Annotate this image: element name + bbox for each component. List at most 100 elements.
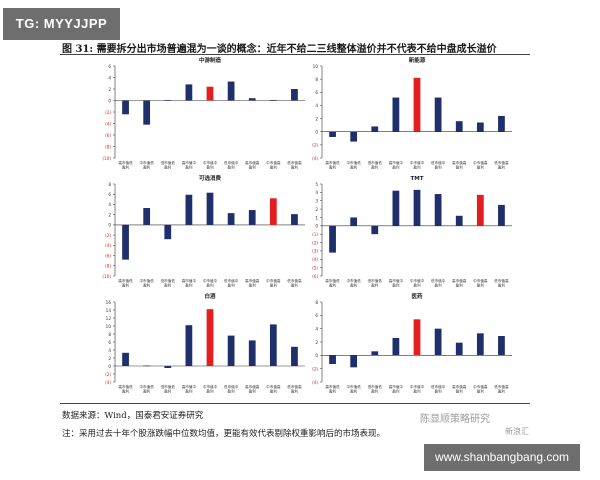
x-tick-label: 中市值高盈利 (473, 278, 488, 288)
y-tick-label: 6 (108, 64, 111, 69)
y-tick-label: (6) (105, 253, 111, 258)
bar (455, 215, 463, 226)
bar (434, 328, 442, 356)
y-tick-label: 4 (108, 348, 111, 353)
y-tick-label: (2) (105, 372, 111, 377)
bar (413, 77, 421, 132)
x-tick-label: 低市值高盈利 (287, 160, 302, 170)
website-badge[interactable]: www.shanbangbang.com (424, 444, 580, 471)
bar (329, 355, 336, 364)
x-tick-label: 低市值中盈利 (224, 278, 239, 288)
y-tick-label: 0 (108, 223, 111, 228)
y-tick-label: 0 (315, 353, 318, 358)
bar (122, 352, 129, 366)
x-tick-label: 中市值高盈利 (473, 160, 488, 170)
bar (476, 194, 484, 226)
x-tick-label: 低市值高盈利 (494, 160, 509, 170)
bar (434, 194, 442, 226)
x-tick-label: 中市值中盈利 (410, 160, 425, 170)
y-tick-label: 2 (315, 116, 318, 121)
y-tick-label: (2) (105, 233, 111, 238)
bar (185, 194, 193, 225)
bar (498, 115, 505, 132)
bar (164, 99, 172, 101)
bar (185, 84, 193, 101)
bar (350, 217, 358, 226)
x-tick-label: 中市值中盈利 (410, 278, 425, 288)
y-tick-label: 12 (106, 316, 112, 321)
x-tick-label: 中市值中盈利 (203, 384, 218, 394)
y-tick-label: (8) (105, 264, 111, 269)
bar (350, 355, 358, 368)
x-tick-label: 高市值低盈利 (325, 278, 340, 288)
y-tick-label: 16 (106, 300, 112, 305)
bar (291, 346, 298, 366)
bar (185, 325, 193, 366)
y-tick-label: (4) (312, 380, 318, 385)
x-tick-label: 高市值低盈利 (118, 278, 133, 288)
y-tick-label: (4) (312, 156, 318, 161)
footnote: 注：采用过去十年个股涨跌幅中位数均值，更能有效代表剔除权重影响后的市场表现。 (62, 429, 386, 439)
watermark-text: 陈显顺策略研究 (420, 414, 490, 425)
bar (269, 324, 277, 366)
y-tick-label: 2 (315, 340, 318, 345)
x-tick-label: 中市值低盈利 (139, 278, 154, 288)
y-tick-label: 4 (108, 75, 111, 80)
y-tick-label: 8 (315, 300, 318, 305)
bar (164, 224, 172, 240)
watermark-subtext: 新浪汇 (505, 427, 529, 436)
bar (329, 225, 336, 253)
x-tick-label: 中市值低盈利 (139, 160, 154, 170)
x-tick-label: 中市值高盈利 (266, 160, 281, 170)
chart-title: TMT (411, 176, 424, 182)
source-note: 数据来源：Wind，国泰君安证券研究 (62, 411, 204, 421)
y-tick-label: (4) (312, 257, 318, 262)
bar (227, 81, 235, 101)
bar (371, 225, 379, 235)
y-tick-label: (10) (102, 156, 111, 161)
y-tick-label: 0 (108, 364, 111, 369)
x-tick-label: 高市值低盈利 (325, 384, 340, 394)
x-tick-label: 中市值中盈利 (203, 160, 218, 170)
bar (227, 335, 235, 366)
bar (291, 89, 298, 101)
y-tick-label: 10 (106, 324, 112, 329)
x-tick-label: 高市值高盈利 (452, 160, 467, 170)
y-tick-label: 1 (315, 215, 318, 220)
bar (371, 126, 379, 132)
y-tick-label: 2 (108, 212, 111, 217)
figure-title: 图 31: 需要拆分出市场普遍混为一谈的概念：近年不给二三线整体溢价并不代表不给… (62, 44, 497, 55)
bar (455, 121, 463, 132)
bar (206, 192, 214, 225)
y-tick-label: 6 (108, 340, 111, 345)
bar (413, 319, 421, 356)
y-tick-label: (10) (102, 274, 111, 279)
y-tick-label: 0 (315, 224, 318, 229)
bar (248, 340, 256, 366)
y-tick-label: 8 (108, 332, 111, 337)
chart-title: 中游制造 (199, 56, 222, 64)
bar (143, 100, 151, 125)
x-tick-label: 高市值高盈利 (452, 278, 467, 288)
channel-badge: TG: MYYJJPP (3, 8, 120, 40)
x-tick-label: 中市值低盈利 (346, 384, 361, 394)
chart-title: 白酒 (204, 292, 216, 300)
x-tick-label: 高市值高盈利 (245, 160, 260, 170)
x-tick-label: 低市值低盈利 (368, 160, 383, 170)
x-tick-label: 中市值高盈利 (266, 278, 281, 288)
y-tick-label: 8 (108, 182, 111, 187)
title-rule (60, 54, 530, 55)
x-tick-label: 高市值中盈利 (389, 160, 404, 170)
x-tick-label: 高市值中盈利 (389, 384, 404, 394)
x-tick-label: 高市值高盈利 (452, 384, 467, 394)
y-tick-label: 4 (315, 103, 318, 108)
y-tick-label: 2 (108, 87, 111, 92)
y-tick-label: (8) (105, 144, 111, 149)
y-tick-label: (2) (312, 143, 318, 148)
x-tick-label: 低市值低盈利 (161, 160, 176, 170)
y-tick-label: (4) (105, 243, 111, 248)
x-tick-label: 低市值中盈利 (224, 160, 239, 170)
bar (498, 336, 505, 356)
bar (206, 86, 214, 101)
